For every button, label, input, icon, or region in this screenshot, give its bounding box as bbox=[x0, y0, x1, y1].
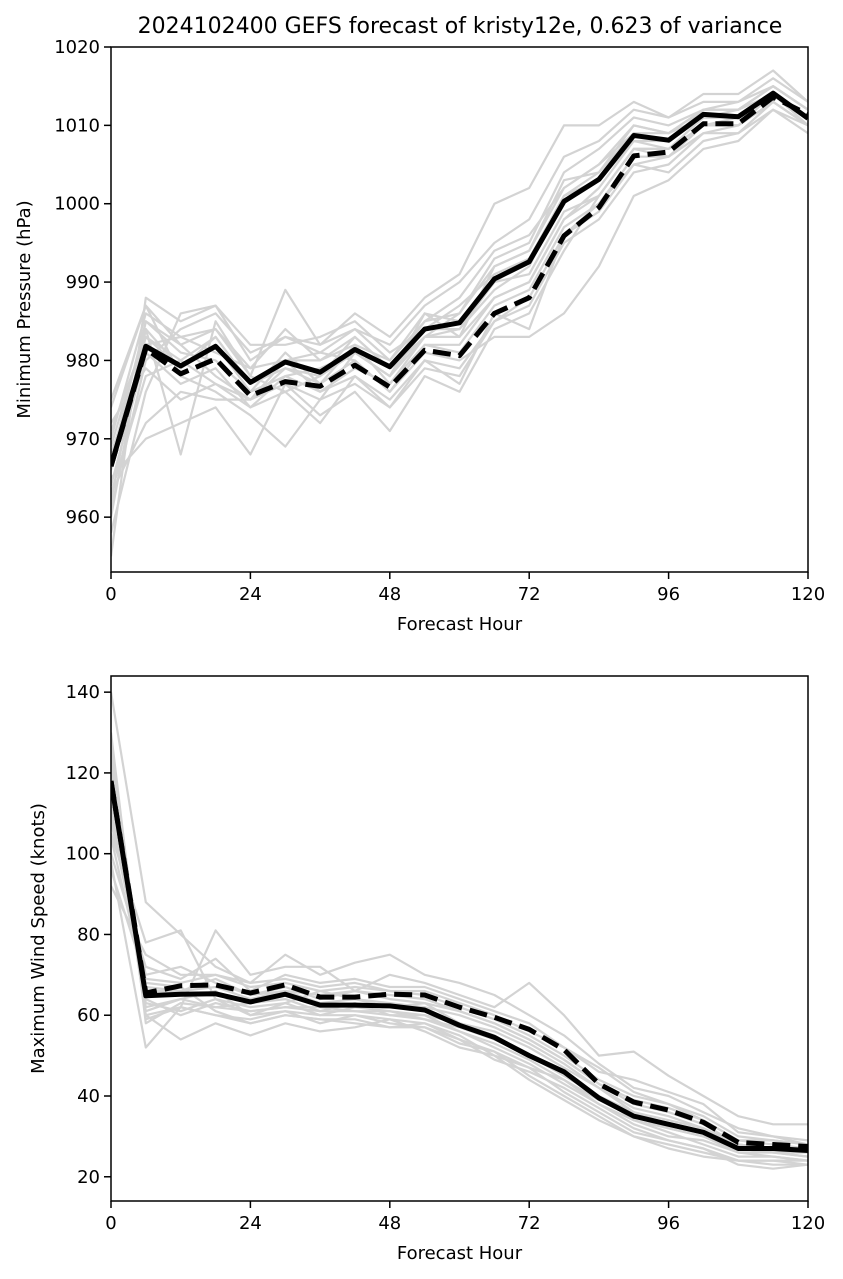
ensemble-member-line bbox=[111, 853, 808, 1146]
y-axis-label: Maximum Wind Speed (knots) bbox=[28, 803, 49, 1074]
x-tick-label: 120 bbox=[791, 1213, 825, 1234]
ensemble-member-line bbox=[111, 85, 808, 518]
series-group bbox=[111, 692, 808, 1170]
plot-frame bbox=[110, 46, 809, 573]
x-tick-label: 72 bbox=[518, 584, 541, 605]
x-axis-label: Forecast Hour bbox=[397, 614, 523, 635]
wind-panel: 0 24 48 72 96 120 20 40 60 80 100 120 140 Forecast Ho… bbox=[28, 675, 825, 1264]
plot-frame bbox=[110, 675, 809, 1202]
y-tick-label: 100 bbox=[66, 844, 100, 865]
ensemble-member-line bbox=[111, 732, 808, 1158]
ensemble-member-line bbox=[111, 837, 808, 1150]
x-tick-label: 48 bbox=[378, 1213, 401, 1234]
ensemble-member-line bbox=[111, 772, 808, 1162]
ensemble-member-line bbox=[111, 740, 808, 1166]
x-tick-label: 48 bbox=[378, 584, 401, 605]
chart-title: 2024102400 GEFS forecast of kristy12e, 0… bbox=[138, 14, 783, 39]
solid-mean-line bbox=[111, 90, 808, 467]
ensemble-member-line bbox=[111, 92, 808, 534]
ensemble-member-line bbox=[111, 108, 808, 487]
x-tick-label: 120 bbox=[791, 584, 825, 605]
x-tick-label: 24 bbox=[239, 1213, 262, 1234]
y-tick-label: 1020 bbox=[54, 37, 100, 58]
y-tick-label: 40 bbox=[77, 1086, 100, 1107]
solid-mean-line bbox=[111, 780, 808, 1153]
y-tick-label: 140 bbox=[66, 682, 100, 703]
ensemble-member-line bbox=[111, 69, 808, 440]
ensemble-member-line bbox=[111, 92, 808, 432]
ensemble-member-line bbox=[111, 780, 808, 1166]
ensemble-member-line bbox=[111, 788, 808, 1154]
dashed-mean-line bbox=[111, 94, 808, 467]
y-tick-label: 1010 bbox=[54, 115, 100, 136]
y-tick-label: 970 bbox=[66, 429, 100, 450]
ensemble-member-line bbox=[111, 692, 808, 1146]
y-tick-label: 960 bbox=[66, 507, 100, 528]
x-tick-label: 24 bbox=[239, 584, 262, 605]
x-tick-label: 0 bbox=[105, 584, 116, 605]
ensemble-member-line bbox=[111, 92, 808, 479]
ensemble-member-line bbox=[111, 861, 808, 1126]
x-tick-label: 0 bbox=[105, 1213, 116, 1234]
y-tick-label: 980 bbox=[66, 350, 100, 371]
y-tick-label: 120 bbox=[66, 763, 100, 784]
ensemble-member-line bbox=[111, 92, 808, 495]
y-tick-label: 20 bbox=[77, 1167, 100, 1188]
ensemble-member-line bbox=[111, 813, 808, 1154]
y-tick-label: 1000 bbox=[54, 194, 100, 215]
ensemble-member-line bbox=[111, 100, 808, 425]
series-group bbox=[111, 69, 808, 557]
y-tick-label: 60 bbox=[77, 1005, 100, 1026]
y-tick-label: 80 bbox=[77, 924, 100, 945]
ensemble-member-line bbox=[111, 85, 808, 463]
ensemble-member-line bbox=[111, 752, 808, 1162]
ensemble-member-line bbox=[111, 100, 808, 494]
pressure-panel: 0 24 48 72 96 120 960 970 980 990 1000 1010 1020 Fore… bbox=[14, 37, 825, 635]
x-tick-label: 96 bbox=[657, 584, 680, 605]
ensemble-member-line bbox=[111, 108, 808, 408]
ensemble-member-line bbox=[111, 764, 808, 1158]
x-axis-label: Forecast Hour bbox=[397, 1243, 523, 1264]
y-axis-label: Minimum Pressure (hPa) bbox=[14, 200, 35, 418]
y-tick-label: 990 bbox=[66, 272, 100, 293]
x-tick-label: 72 bbox=[518, 1213, 541, 1234]
x-tick-label: 96 bbox=[657, 1213, 680, 1234]
dashed-mean-line bbox=[111, 780, 808, 1149]
ensemble-member-line bbox=[111, 77, 808, 557]
ensemble-member-line bbox=[111, 100, 808, 471]
ensemble-member-line bbox=[111, 92, 808, 447]
ensemble-member-line bbox=[111, 885, 808, 1142]
